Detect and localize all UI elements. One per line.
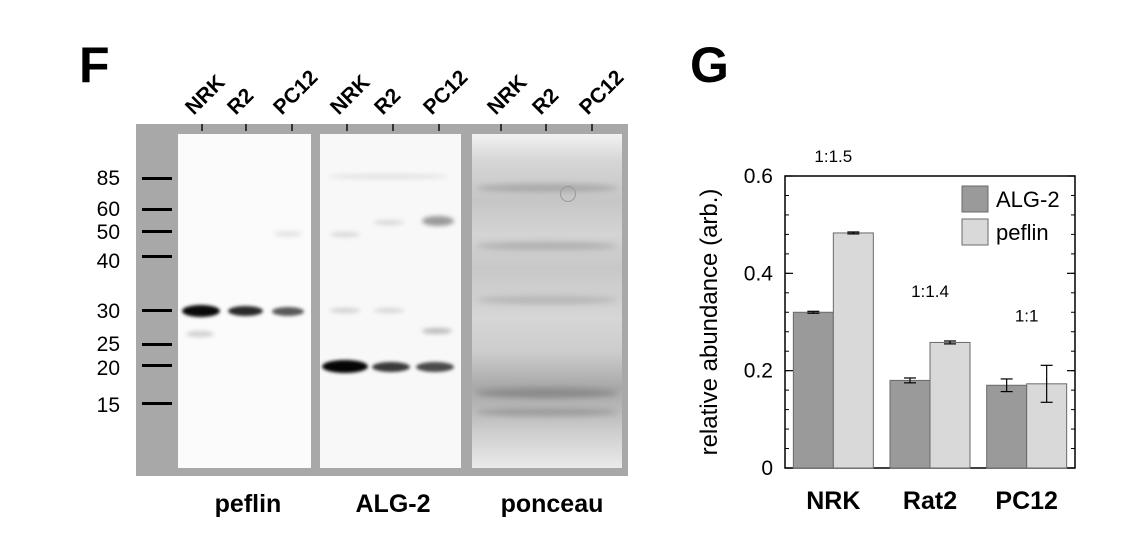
gel-frame [136,124,628,476]
blot-alg2 [320,134,461,468]
band [416,362,454,372]
y-tick-label: 0.4 [744,262,774,285]
band [272,307,304,316]
lane-tick [245,124,247,131]
mw-label-30: 30 [96,300,120,323]
legend-swatch [961,218,989,246]
mw-label-60: 60 [96,198,120,221]
legend-swatch [961,185,989,213]
band [328,174,448,179]
lane-tick [346,124,348,131]
band [182,305,220,317]
mw-tick-60 [142,208,172,211]
bar-alg-2 [792,311,834,469]
panel-g-letter: G [690,37,729,93]
mw-tick-40 [142,255,172,258]
ratio-annotation: 1:1.5 [814,147,852,166]
band [476,296,618,304]
blot-label-alg2: ALG-2 [355,490,431,518]
y-axis-label: relative abundance (arb.) [696,189,723,456]
lane-tick [500,124,502,131]
legend-label: ALG-2 [996,187,1060,212]
bar-alg-2 [889,379,931,469]
mw-tick-85 [142,177,172,180]
x-tick-label: NRK [806,487,860,515]
band [476,388,618,398]
bar-alg-2 [986,384,1028,469]
mw-label-50: 50 [96,221,120,244]
bar-peflin [832,232,874,469]
mw-label-20: 20 [96,357,120,380]
ratio-annotation: 1:1.4 [911,282,949,301]
band [330,308,360,313]
blot-label-ponceau: ponceau [500,490,604,518]
band [186,331,214,337]
panel-f-letter: F [79,37,110,93]
mw-label-15: 15 [96,394,120,417]
bubble-artifact [560,186,576,202]
x-tick-label: PC12 [995,487,1058,515]
ratio-annotation: 1:1 [1015,306,1039,325]
mw-tick-50 [142,230,172,233]
mw-tick-25 [142,343,172,346]
mw-label-40: 40 [96,250,120,273]
mw-label-85: 85 [96,167,120,190]
band [330,232,360,237]
lane-tick [591,124,593,131]
band [374,220,404,225]
band [476,242,618,250]
band [372,362,410,372]
y-tick-label: 0 [761,457,773,480]
bar-peflin [929,341,971,469]
band [322,360,368,373]
legend-label: peflin [996,220,1049,245]
mw-label-25: 25 [96,333,120,356]
band [422,216,454,226]
blot-peflin [178,134,311,468]
lane-tick [291,124,293,131]
lane-tick [392,124,394,131]
lane-tick [201,124,203,131]
y-tick-label: 0.2 [744,360,773,383]
mw-tick-15 [142,402,172,405]
band [374,308,404,313]
band [274,231,302,237]
lane-tick [438,124,440,131]
band [422,328,452,334]
mw-tick-30 [142,309,172,312]
y-tick-label: 0.6 [744,165,773,188]
band [228,306,263,316]
x-tick-label: Rat2 [903,487,957,515]
band [476,184,618,192]
lane-tick [545,124,547,131]
blot-ponceau [472,134,622,468]
blot-label-peflin: peflin [214,490,282,518]
mw-tick-20 [142,364,172,367]
band [476,408,618,416]
